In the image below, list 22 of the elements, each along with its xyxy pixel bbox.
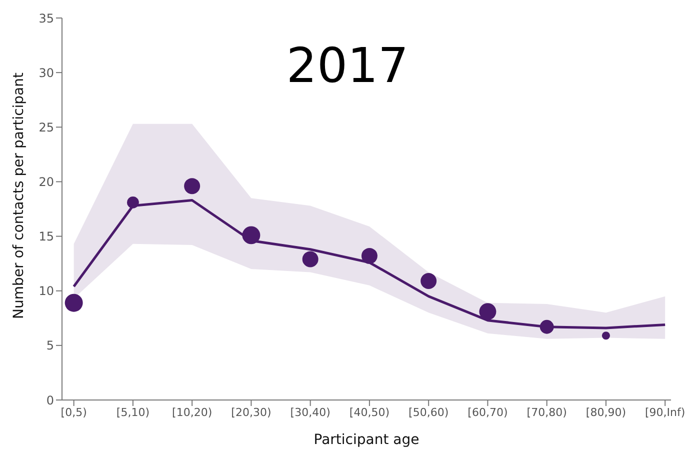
y-tick-label: 10 (38, 284, 54, 298)
x-tick-label: [30,40) (290, 406, 330, 419)
x-tick-label: [90,Inf) (645, 406, 686, 419)
x-axis-title: Participant age (314, 432, 420, 448)
x-tick-label: [40,50) (349, 406, 390, 419)
x-tick-label: [20,30) (231, 406, 272, 419)
x-tick-label: [10,20) (172, 406, 212, 419)
y-tick-label: 35 (38, 11, 54, 26)
x-tick-label: [80,90) (586, 406, 626, 419)
y-tick-label: 0 (46, 393, 54, 408)
x-tick-label: [5,10) (116, 406, 150, 419)
x-tick-label: [60,70) (468, 406, 508, 419)
x-tick-label: [0,5) (60, 406, 87, 419)
x-tick-label: [50,60) (408, 406, 449, 419)
y-tick-label: 5 (46, 338, 54, 353)
y-axis-title: Number of contacts per participant (10, 72, 27, 319)
y-tick-label: 30 (38, 66, 54, 80)
y-tick-label: 15 (38, 230, 54, 244)
x-tick-label: [70,80) (526, 406, 567, 419)
y-tick-label: 25 (38, 120, 54, 134)
y-tick-label: 20 (38, 174, 54, 189)
chart-title: 2017 (286, 38, 409, 94)
